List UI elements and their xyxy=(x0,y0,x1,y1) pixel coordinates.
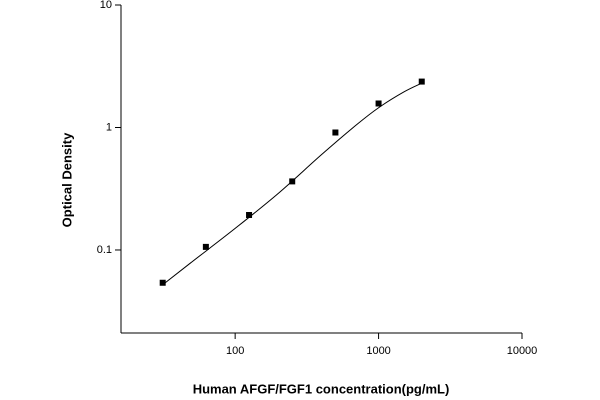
data-point xyxy=(246,212,253,219)
y-tick-label: 0.1 xyxy=(97,244,112,256)
data-point xyxy=(159,279,166,286)
data-point xyxy=(332,129,339,136)
x-tick-label: 100 xyxy=(226,345,244,357)
y-tick-label: 10 xyxy=(100,0,112,11)
data-point xyxy=(202,243,209,250)
x-tick-label: 1000 xyxy=(366,345,390,357)
fit-curve xyxy=(162,82,422,286)
y-tick-label: 1 xyxy=(106,121,112,133)
x-axis-title: Human AFGF/FGF1 concentration(pg/mL) xyxy=(193,381,450,396)
x-tick-label: 10000 xyxy=(507,345,538,357)
data-point xyxy=(375,100,382,107)
y-axis-title: Optical Density xyxy=(59,132,74,227)
data-point xyxy=(418,78,425,85)
